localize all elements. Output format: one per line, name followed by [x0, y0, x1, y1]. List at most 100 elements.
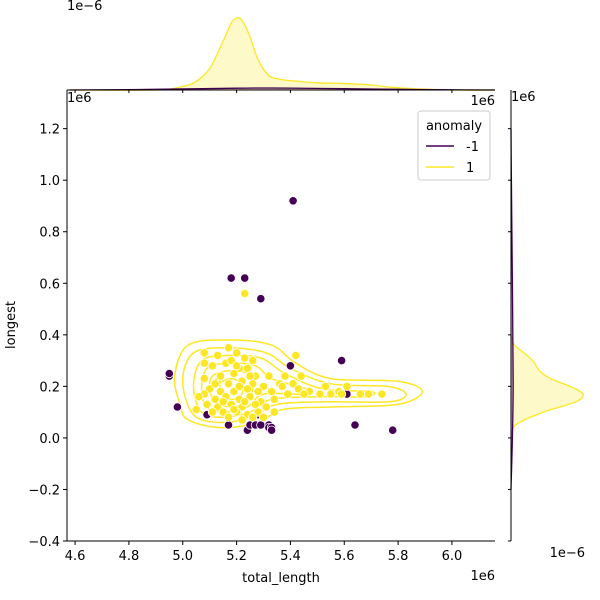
- scatter-point-normal: [199, 373, 209, 384]
- scatter-point-normal: [202, 399, 212, 409]
- scatter-point-normal: [261, 402, 271, 412]
- x-tick-label: 5.0: [172, 549, 193, 564]
- kde-contour-line: [173, 339, 424, 429]
- scatter-points: [164, 196, 398, 435]
- top-marginal-offset-label: 1e−6: [67, 0, 102, 14]
- scatter-point-anomaly: [388, 425, 398, 435]
- x-tick-label: 5.8: [388, 549, 409, 564]
- y-offset-label: 1e6: [67, 91, 92, 106]
- scatter-point-normal: [363, 389, 374, 399]
- right-marginal-area-normal: [511, 334, 584, 451]
- scatter-point-normal: [269, 394, 279, 404]
- right-marginal-y-offset-label: 1e6: [511, 90, 536, 105]
- y-tick-label: 0.8: [39, 226, 60, 241]
- scatter-point-normal: [245, 371, 255, 381]
- scatter-point-normal: [277, 381, 287, 391]
- scatter-point-normal: [199, 348, 209, 358]
- scatter-point-normal: [240, 397, 250, 407]
- scatter-point-anomaly: [240, 273, 250, 283]
- scatter-point-anomaly: [288, 196, 298, 206]
- scatter-point-normal: [213, 350, 223, 360]
- x-tick-label: 4.8: [119, 549, 140, 564]
- top-marginal-density: [69, 16, 496, 91]
- scatter-point-normal: [248, 355, 258, 366]
- scatter-point-normal: [191, 404, 201, 415]
- scatter-point-normal: [223, 343, 234, 353]
- scatter-point-normal: [264, 371, 274, 381]
- y-tick-label: 0.0: [39, 432, 60, 447]
- scatter-point-normal: [207, 407, 217, 417]
- x-tick-label: 6.0: [442, 549, 463, 564]
- scatter-point-normal: [240, 288, 250, 299]
- x-offset-label: 1e6: [470, 569, 495, 584]
- legend-label-normal: 1: [466, 161, 474, 176]
- y-tick-label: −0.2: [28, 483, 60, 498]
- scatter-point-normal: [215, 371, 225, 381]
- scatter-point-anomaly: [350, 420, 360, 430]
- scatter-point-normal: [242, 384, 252, 394]
- scatter-point-anomaly: [336, 355, 347, 366]
- scatter-point-anomaly: [223, 420, 234, 430]
- scatter-point-normal: [342, 381, 352, 391]
- x-tick-label: 5.4: [280, 549, 301, 564]
- scatter-point-normal: [326, 389, 336, 399]
- scatter-point-anomaly: [226, 273, 236, 283]
- scatter-point-normal: [320, 381, 330, 391]
- scatter-point-anomaly: [266, 425, 277, 435]
- scatter-point-normal: [234, 381, 244, 391]
- scatter-point-normal: [207, 361, 217, 371]
- scatter-point-normal: [250, 399, 260, 409]
- scatter-point-normal: [229, 368, 239, 379]
- scatter-point-anomaly: [256, 420, 266, 430]
- scatter-point-normal: [266, 386, 277, 397]
- x-axis-title: total_length: [242, 571, 320, 586]
- y-tick-label: 1.2: [39, 123, 60, 138]
- scatter-point-normal: [232, 348, 242, 358]
- scatter-point-normal: [291, 350, 301, 360]
- scatter-point-normal: [377, 389, 387, 399]
- scatter-point-anomaly: [256, 294, 266, 304]
- scatter-point-normal: [248, 412, 258, 422]
- scatter-point-normal: [315, 389, 325, 399]
- legend: anomaly -1 1: [417, 110, 491, 181]
- scatter-point-normal: [237, 415, 247, 425]
- top-marginal-x-offset-label: 1e6: [470, 94, 495, 109]
- y-axis-title: longest: [4, 301, 19, 349]
- scatter-point-anomaly: [172, 402, 182, 412]
- scatter-point-normal: [253, 386, 263, 397]
- scatter-point-normal: [280, 371, 290, 381]
- axes-spines: [66, 89, 512, 542]
- scatter-point-normal: [229, 404, 239, 415]
- scatter-point-anomaly: [164, 368, 174, 379]
- scatter-point-normal: [194, 392, 204, 402]
- x-tick-label: 5.6: [334, 549, 355, 564]
- scatter-point-normal: [269, 407, 279, 417]
- y-axis-ticks: −0.4 −0.2 0.0 0.2 0.4 0.6 0.8 1.0 1.2: [28, 123, 511, 550]
- scatter-point-normal: [210, 394, 220, 404]
- scatter-point-normal: [242, 363, 252, 373]
- right-marginal-line-normal: [510, 334, 584, 451]
- x-axis-ticks: 4.6 4.8 5.0 5.2 5.4 5.6 5.8 6.0: [65, 90, 463, 564]
- right-marginal-density: [510, 128, 584, 490]
- scatter-point-normal: [223, 379, 234, 389]
- right-marginal-offset-label: 1e−6: [550, 546, 585, 561]
- scatter-point-anomaly: [285, 361, 295, 371]
- scatter-point-normal: [199, 358, 209, 368]
- scatter-point-normal: [296, 371, 306, 381]
- scatter-point-normal: [283, 389, 293, 399]
- y-tick-label: 0.2: [39, 380, 60, 395]
- scatter-point-normal: [336, 389, 347, 399]
- scatter-point-normal: [240, 353, 250, 363]
- scatter-point-normal: [299, 389, 309, 399]
- scatter-point-normal: [223, 412, 234, 422]
- scatter-point-normal: [232, 361, 242, 371]
- scatter-point-normal: [210, 379, 220, 389]
- y-tick-label: 1.0: [39, 174, 60, 189]
- x-tick-label: 5.2: [226, 549, 247, 564]
- scatter-point-normal: [355, 389, 365, 399]
- y-tick-label: 0.4: [39, 329, 60, 344]
- legend-label-anomaly: -1: [466, 140, 479, 155]
- y-tick-label: −0.4: [28, 535, 60, 550]
- scatter-point-normal: [258, 412, 269, 422]
